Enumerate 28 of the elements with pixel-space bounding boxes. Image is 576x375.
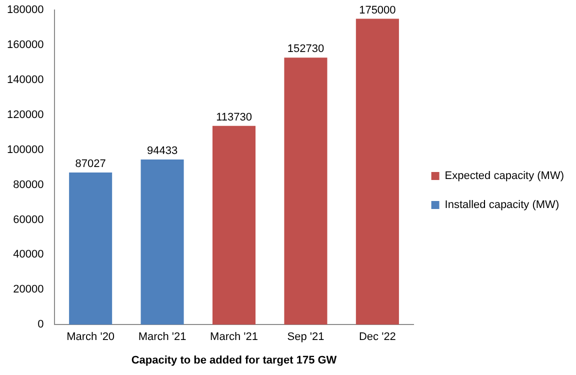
y-tick-label: 160000 bbox=[6, 38, 44, 51]
bar bbox=[69, 172, 112, 325]
x-tick-label: Dec '22 bbox=[358, 331, 396, 344]
x-tick-label: March '21 bbox=[138, 331, 186, 344]
y-tick-label: 80000 bbox=[13, 178, 44, 191]
x-tick-label: March '21 bbox=[210, 331, 258, 344]
y-tick-label: 0 bbox=[38, 318, 44, 331]
y-tick-label: 20000 bbox=[13, 284, 44, 296]
bar bbox=[212, 126, 256, 325]
data-label: 152730 bbox=[287, 43, 324, 56]
bar bbox=[356, 18, 399, 325]
y-tick-label: 120000 bbox=[6, 108, 44, 121]
bar bbox=[140, 160, 184, 325]
data-label: 94433 bbox=[146, 145, 178, 158]
legend-label: Expected capacity (MW) bbox=[444, 170, 564, 182]
bar bbox=[284, 58, 328, 325]
x-axis-title: Capacity to be added for target 175 GW bbox=[131, 354, 338, 366]
data-label: 113730 bbox=[216, 111, 252, 124]
y-tick-label: 40000 bbox=[13, 248, 44, 261]
data-label: 175000 bbox=[359, 4, 396, 16]
y-tick-label: 100000 bbox=[6, 144, 44, 156]
x-tick-label: March '20 bbox=[66, 331, 115, 344]
y-tick-label: 140000 bbox=[6, 74, 44, 86]
data-label: 87027 bbox=[75, 158, 106, 170]
x-tick-label: Sep '21 bbox=[287, 331, 324, 344]
y-tick-label: 60000 bbox=[13, 214, 44, 226]
legend-label: Installed capacity (MW) bbox=[444, 199, 560, 212]
y-tick-label: 180000 bbox=[6, 4, 44, 16]
